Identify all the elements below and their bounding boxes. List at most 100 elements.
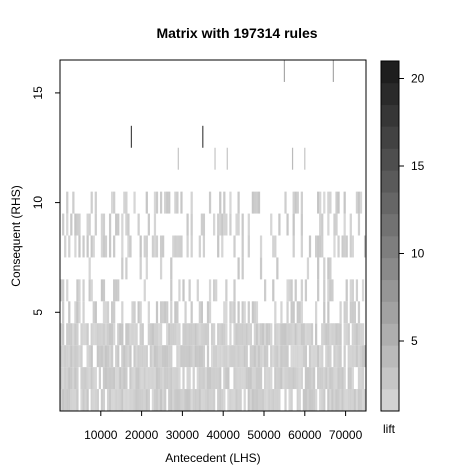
matrix-cell — [135, 323, 138, 346]
matrix-cell — [159, 345, 163, 368]
matrix-cell — [321, 235, 324, 258]
matrix-cell — [200, 301, 203, 324]
matrix-cell — [357, 191, 361, 214]
matrix-cell — [62, 213, 65, 236]
matrix-cell — [88, 213, 91, 236]
matrix-cell — [90, 235, 93, 258]
matrix-cell — [327, 279, 330, 302]
matrix-cell — [131, 323, 134, 346]
matrix-cell — [80, 345, 83, 368]
matrix-cell — [219, 367, 222, 390]
matrix-cell — [66, 191, 69, 214]
matrix-cell — [241, 367, 244, 390]
matrix-cell — [208, 279, 212, 302]
matrix-cell — [353, 323, 356, 346]
matrix-cell — [233, 235, 236, 258]
matrix-cell — [349, 389, 352, 411]
matrix-cell — [319, 389, 322, 411]
matrix-cell — [300, 367, 303, 390]
matrix-cell — [143, 367, 146, 390]
matrix-cell — [115, 367, 118, 390]
matrix-cell — [300, 279, 303, 302]
matrix-cell — [259, 389, 263, 411]
matrix-cell — [113, 389, 116, 411]
matrix-cell — [233, 323, 236, 346]
matrix-cell — [361, 367, 365, 390]
matrix-cell — [304, 345, 308, 368]
matrix-cell — [166, 301, 169, 324]
matrix-cell — [176, 235, 179, 258]
matrix-cell — [257, 345, 261, 368]
matrix-cell — [155, 389, 159, 411]
matrix-cell — [159, 301, 163, 324]
colorbar-band — [381, 345, 399, 368]
matrix-cell — [241, 213, 244, 236]
matrix-cell — [137, 367, 140, 390]
matrix-cell — [76, 279, 79, 302]
matrix-cell — [70, 389, 73, 411]
matrix-cell — [294, 191, 297, 214]
matrix-cell — [217, 367, 220, 390]
matrix-cell — [235, 367, 238, 390]
matrix-cell — [198, 235, 201, 258]
matrix-cell — [198, 389, 201, 411]
matrix-cell — [90, 191, 93, 214]
matrix-cell — [174, 389, 177, 411]
matrix-cell — [225, 301, 228, 324]
matrix-cell — [259, 323, 263, 346]
matrix-cell — [76, 213, 79, 236]
matrix-cell — [137, 345, 140, 368]
matrix-cell — [76, 367, 79, 390]
matrix-cell — [241, 257, 244, 280]
matrix-cell — [119, 367, 122, 390]
matrix-cell — [343, 323, 346, 346]
x-tick-label: 60000 — [288, 428, 322, 442]
matrix-cell — [329, 191, 332, 214]
matrix-cell — [337, 191, 340, 214]
matrix-cell — [337, 235, 340, 258]
matrix-cell — [325, 345, 328, 368]
matrix-cell — [190, 389, 193, 411]
matrix-cell — [210, 389, 214, 411]
matrix-cell — [343, 191, 346, 214]
matrix-cell — [184, 345, 187, 368]
matrix-cell — [153, 323, 157, 346]
matrix-cell — [290, 323, 293, 346]
matrix-cell — [264, 345, 267, 368]
matrix-cell — [225, 323, 228, 346]
matrix-cell — [300, 191, 303, 214]
matrix-cell — [86, 389, 89, 411]
matrix-cell — [217, 345, 220, 368]
matrix-cell — [151, 345, 155, 368]
matrix-cell — [227, 389, 230, 411]
matrix-cell — [127, 389, 130, 411]
matrix-cell — [108, 345, 112, 368]
matrix-cell — [168, 367, 171, 390]
matrix-cell — [343, 213, 346, 236]
matrix-cell — [339, 345, 342, 368]
matrix-cell — [139, 301, 142, 324]
matrix-cell — [64, 367, 67, 390]
matrix-cell — [229, 345, 232, 368]
matrix-cell — [188, 367, 191, 390]
matrix-cell — [143, 235, 146, 258]
matrix-cell — [139, 389, 142, 411]
matrix-cell — [80, 367, 83, 390]
matrix-cell — [88, 257, 91, 280]
matrix-cell — [237, 323, 240, 346]
matrix-cell — [74, 213, 77, 236]
matrix-cell — [237, 345, 240, 368]
matrix-cell — [221, 235, 224, 258]
matrix-cell — [162, 345, 165, 368]
matrix-cell — [351, 367, 354, 390]
matrix-cell — [68, 389, 71, 411]
matrix-cell — [351, 301, 354, 324]
matrix-cell — [235, 213, 238, 236]
matrix-cell — [276, 257, 279, 280]
matrix-cell — [323, 367, 326, 390]
matrix-cell — [261, 389, 265, 411]
matrix-point — [177, 147, 179, 170]
matrix-cell — [62, 367, 65, 390]
matrix-cell — [108, 213, 112, 236]
matrix-cell — [145, 257, 148, 280]
